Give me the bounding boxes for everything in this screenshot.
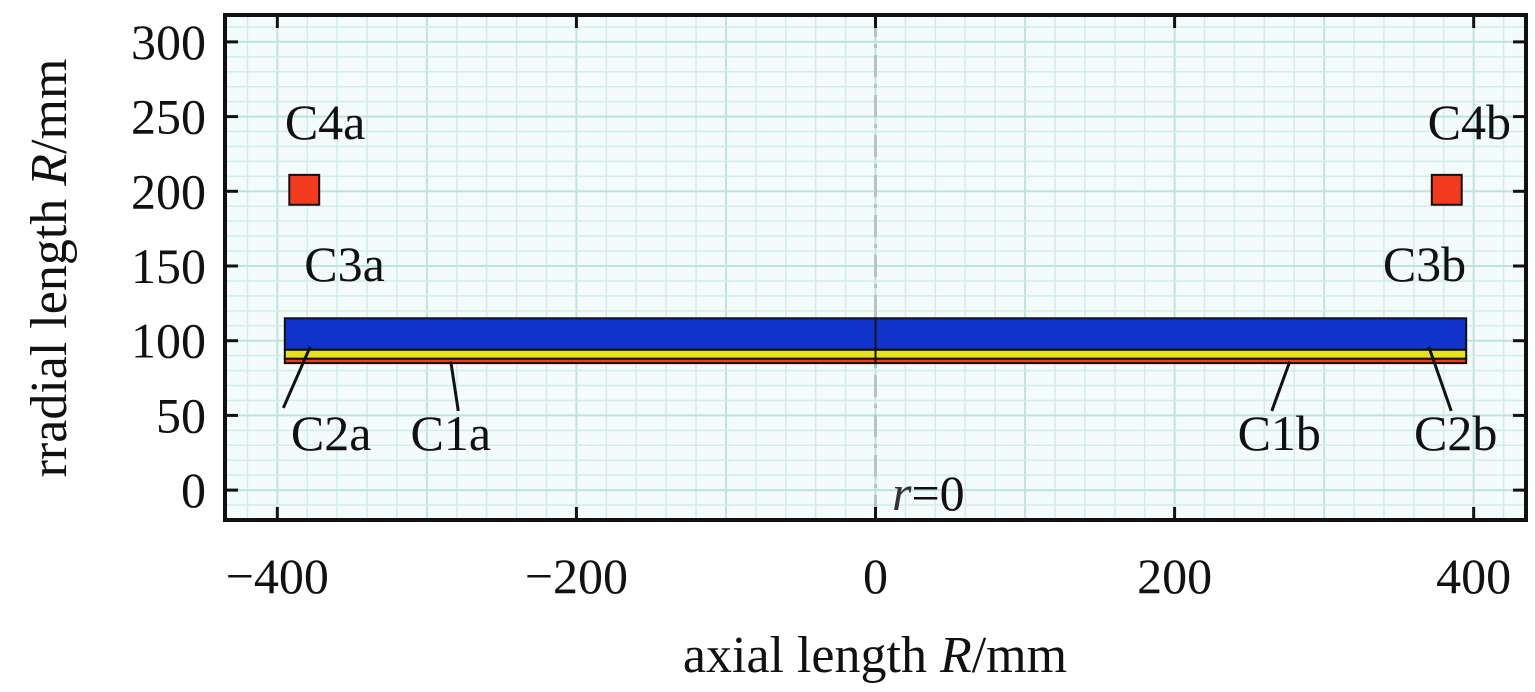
x-tick-label: −400 xyxy=(226,548,329,604)
x-axis-ticks: −400 −200 0 200 400 xyxy=(226,15,1511,604)
coil-c3b xyxy=(874,317,1468,351)
y-tick-label: 0 xyxy=(181,462,206,518)
x-tick-label: 400 xyxy=(1436,548,1511,604)
x-tick-label: 200 xyxy=(1137,548,1212,604)
leader-c1a xyxy=(449,361,460,412)
x-tick-label: 0 xyxy=(863,548,888,604)
center-line-label: r=0 xyxy=(892,465,965,521)
leader-c1b xyxy=(1270,361,1292,412)
label-c4a: C4a xyxy=(285,94,366,150)
y-tick-label: 100 xyxy=(131,313,206,369)
coil-c2a xyxy=(283,348,877,360)
y-axis-ticks: 0 50 100 150 200 250 300 xyxy=(131,14,1526,518)
y-tick-label: 200 xyxy=(131,163,206,219)
leader-c2b xyxy=(1427,346,1453,412)
x-tick-label: −200 xyxy=(525,548,628,604)
label-c1b: C1b xyxy=(1238,405,1321,461)
coil-c4b xyxy=(1430,173,1463,206)
coil-labels: C4a C4b C3a C3b C2a C1a C1b C2b xyxy=(285,94,1511,461)
label-c4b: C4b xyxy=(1428,94,1511,150)
label-c3a: C3a xyxy=(304,236,385,292)
leader-lines xyxy=(281,346,1453,412)
coil-c2b xyxy=(874,348,1468,360)
y-axis-title: rradial length R/mm xyxy=(21,59,78,478)
y-tick-label: 300 xyxy=(131,14,206,70)
x-axis-title: axial length R/mm xyxy=(683,627,1067,684)
leader-c2a xyxy=(281,346,312,409)
coils xyxy=(283,173,1468,365)
label-c2a: C2a xyxy=(291,405,372,461)
coil-c4a xyxy=(288,173,321,206)
label-c2b: C2b xyxy=(1414,405,1497,461)
y-tick-label: 250 xyxy=(131,89,206,145)
label-c1a: C1a xyxy=(411,405,492,461)
y-tick-label: 50 xyxy=(156,387,206,443)
label-c3b: C3b xyxy=(1383,236,1466,292)
coil-c3a xyxy=(283,317,877,351)
y-tick-label: 150 xyxy=(131,238,206,294)
